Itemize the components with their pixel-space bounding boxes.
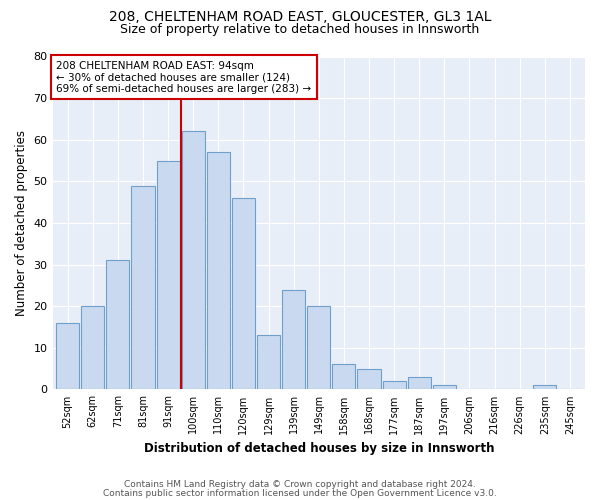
- Text: 208 CHELTENHAM ROAD EAST: 94sqm
← 30% of detached houses are smaller (124)
69% o: 208 CHELTENHAM ROAD EAST: 94sqm ← 30% of…: [56, 60, 311, 94]
- Text: Size of property relative to detached houses in Innsworth: Size of property relative to detached ho…: [121, 22, 479, 36]
- Bar: [332, 364, 355, 390]
- Bar: [232, 198, 255, 390]
- Bar: [433, 386, 456, 390]
- Bar: [358, 368, 380, 390]
- Bar: [157, 160, 179, 390]
- Bar: [106, 260, 130, 390]
- Y-axis label: Number of detached properties: Number of detached properties: [15, 130, 28, 316]
- Bar: [383, 381, 406, 390]
- Bar: [182, 132, 205, 390]
- Bar: [207, 152, 230, 390]
- Text: Contains public sector information licensed under the Open Government Licence v3: Contains public sector information licen…: [103, 488, 497, 498]
- Text: 208, CHELTENHAM ROAD EAST, GLOUCESTER, GL3 1AL: 208, CHELTENHAM ROAD EAST, GLOUCESTER, G…: [109, 10, 491, 24]
- X-axis label: Distribution of detached houses by size in Innsworth: Distribution of detached houses by size …: [143, 442, 494, 455]
- Bar: [81, 306, 104, 390]
- Bar: [407, 377, 431, 390]
- Bar: [56, 323, 79, 390]
- Bar: [257, 336, 280, 390]
- Bar: [131, 186, 155, 390]
- Bar: [282, 290, 305, 390]
- Bar: [307, 306, 331, 390]
- Bar: [533, 386, 556, 390]
- Text: Contains HM Land Registry data © Crown copyright and database right 2024.: Contains HM Land Registry data © Crown c…: [124, 480, 476, 489]
